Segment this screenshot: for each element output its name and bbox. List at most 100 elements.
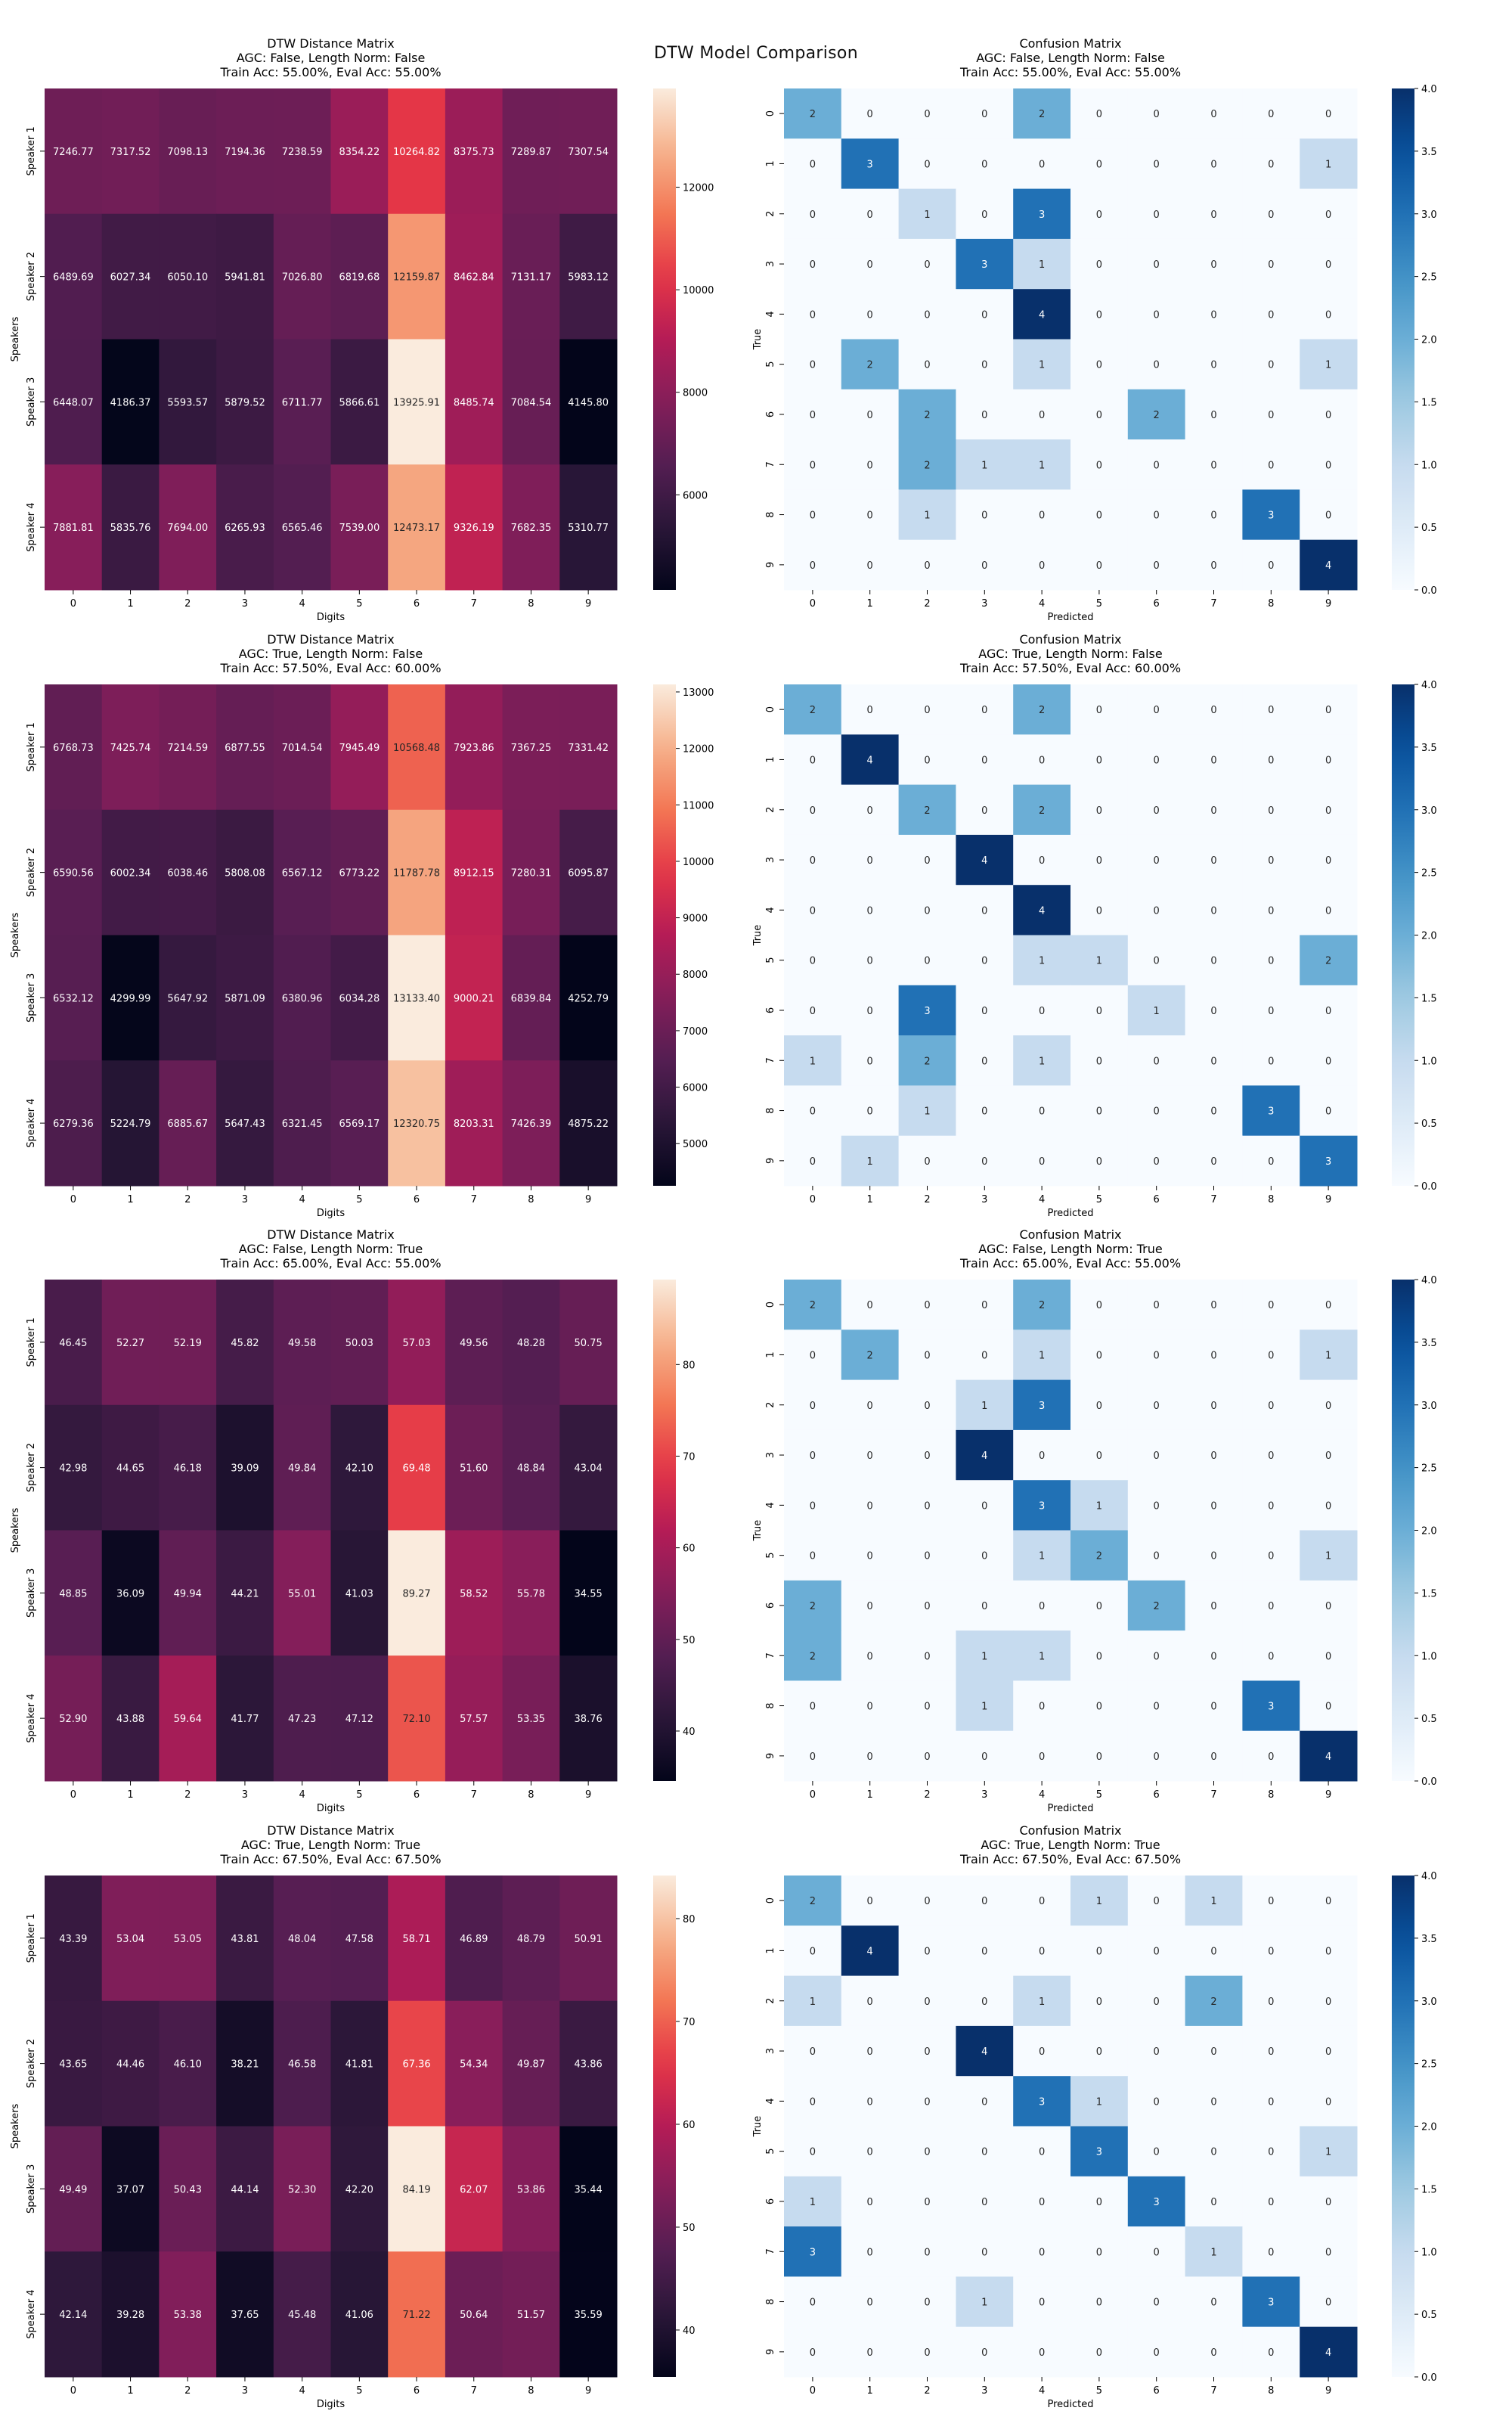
- heatmap-cell: [445, 2126, 503, 2252]
- heatmap-cell: [1013, 1730, 1071, 1782]
- cell-label: 0: [1210, 2347, 1216, 2359]
- cell-label: 52.30: [288, 2184, 316, 2195]
- y-axis-label: Speakers: [10, 2103, 21, 2149]
- heatmap-cell: [502, 2251, 560, 2378]
- heatmap-cell: [1013, 1580, 1071, 1631]
- cell-label: 2: [924, 805, 930, 817]
- cell-label: 41.77: [231, 1714, 259, 1725]
- cell-label: 0: [810, 855, 816, 867]
- cell-label: 0: [1210, 905, 1216, 917]
- cell-label: 39.28: [116, 2310, 144, 2321]
- heatmap-cell: [1185, 2326, 1243, 2378]
- cell-label: 0: [1096, 1156, 1102, 1168]
- heatmap-cell: [388, 1060, 446, 1187]
- heatmap-cell: [159, 2000, 217, 2127]
- heatmap-cell: [1013, 2025, 1071, 2077]
- cell-label: 0: [924, 560, 930, 572]
- heatmap-cell: [1070, 439, 1129, 490]
- cell-label: 0: [867, 1601, 873, 1612]
- cell-label: 0: [867, 1401, 873, 1412]
- cell-label: 1: [1325, 159, 1331, 170]
- heatmap-cell: [445, 684, 503, 811]
- heatmap-cell: [1242, 1035, 1300, 1086]
- heatmap-cell: [841, 985, 900, 1036]
- cell-label: 0: [981, 755, 987, 766]
- colorbar-tick-label: 2.5: [1421, 272, 1437, 284]
- cell-label: 0: [1210, 1500, 1216, 1512]
- colorbar-tick-label: 1.5: [1421, 1588, 1437, 1599]
- heatmap-cell: [1127, 2276, 1186, 2328]
- cell-label: 7881.81: [53, 523, 94, 534]
- y-tick-label: 2: [765, 807, 776, 813]
- cell-label: 0: [924, 1450, 930, 1462]
- cell-label: 0: [1154, 1751, 1160, 1763]
- y-tick-label: 0: [765, 1302, 776, 1308]
- cell-label: 4: [1325, 560, 1331, 572]
- colorbar-tick-label: 0.5: [1421, 1118, 1437, 1130]
- heatmap-cell: [1127, 339, 1186, 390]
- x-axis-label: Digits: [317, 1803, 345, 1814]
- x-tick-label: 3: [242, 1194, 248, 1205]
- heatmap-cell: [841, 684, 900, 735]
- heatmap-cell: [1300, 1730, 1358, 1782]
- heatmap-cell: [1127, 784, 1186, 836]
- x-tick-label: 2: [924, 598, 930, 610]
- cell-label: 49.87: [517, 2059, 545, 2071]
- heatmap-cell: [784, 1876, 842, 1926]
- x-tick-label: 1: [127, 1789, 133, 1801]
- heatmap-cell: [1242, 1530, 1300, 1581]
- heatmap-cell: [216, 1530, 274, 1656]
- heatmap-cell: [330, 1530, 389, 1656]
- cell-label: 0: [981, 956, 987, 967]
- x-tick-label: 0: [810, 2385, 816, 2397]
- heatmap-cell: [1242, 1925, 1300, 1977]
- cell-label: 2: [810, 109, 816, 120]
- cell-label: 42.10: [345, 1463, 373, 1475]
- x-tick-label: 8: [1268, 598, 1274, 610]
- cell-label: 0: [867, 2247, 873, 2258]
- y-tick-label: 5: [765, 2149, 776, 2155]
- cell-label: 54.34: [460, 2059, 488, 2071]
- heatmap-cell: [784, 1329, 842, 1381]
- heatmap-cell: [1013, 1480, 1071, 1531]
- cell-label: 0: [1096, 1401, 1102, 1412]
- cell-label: 0: [1210, 510, 1216, 522]
- cell-label: 4252.79: [568, 993, 609, 1004]
- cell-label: 0: [1325, 1450, 1331, 1462]
- cell-label: 6034.28: [339, 993, 380, 1004]
- heatmap-cell: [388, 1876, 446, 2002]
- heatmap-cell: [502, 88, 560, 215]
- cell-label: 43.81: [231, 1934, 259, 1945]
- heatmap-cell: [45, 1876, 103, 2002]
- heatmap-cell: [1300, 1876, 1358, 1926]
- x-tick-label: 1: [867, 598, 873, 610]
- cell-label: 0: [981, 360, 987, 371]
- colorbar-tick-label: 2.5: [1421, 1463, 1437, 1475]
- cell-label: 0: [810, 956, 816, 967]
- cell-label: 1: [924, 510, 930, 522]
- heatmap-cell: [1070, 1876, 1129, 1926]
- heatmap-cell: [898, 2076, 956, 2127]
- cell-label: 46.10: [174, 2059, 202, 2071]
- x-tick-label: 5: [356, 1789, 362, 1801]
- heatmap-cell: [898, 1876, 956, 1926]
- cell-label: 1: [1210, 1896, 1216, 1907]
- heatmap-cell: [388, 684, 446, 811]
- colorbar-tick-label: 2.5: [1421, 2059, 1437, 2071]
- heatmap-cell: [1013, 238, 1071, 290]
- heatmap-cell: [1127, 1680, 1186, 1732]
- heatmap-cell: [956, 1085, 1014, 1137]
- heatmap-cell: [1013, 138, 1071, 190]
- cell-label: 6773.22: [339, 868, 380, 880]
- cell-label: 0: [810, 1106, 816, 1118]
- heatmap-cell: [1127, 2076, 1186, 2127]
- cell-label: 0: [1154, 1450, 1160, 1462]
- heatmap-cell: [898, 1975, 956, 2027]
- colorbar: [653, 1280, 676, 1781]
- heatmap-cell: [1242, 1975, 1300, 2027]
- cell-label: 2: [924, 460, 930, 471]
- cell-label: 0: [1210, 755, 1216, 766]
- heatmap-cell: [956, 1580, 1014, 1631]
- heatmap-cell: [898, 489, 956, 541]
- heatmap-cell: [784, 2276, 842, 2328]
